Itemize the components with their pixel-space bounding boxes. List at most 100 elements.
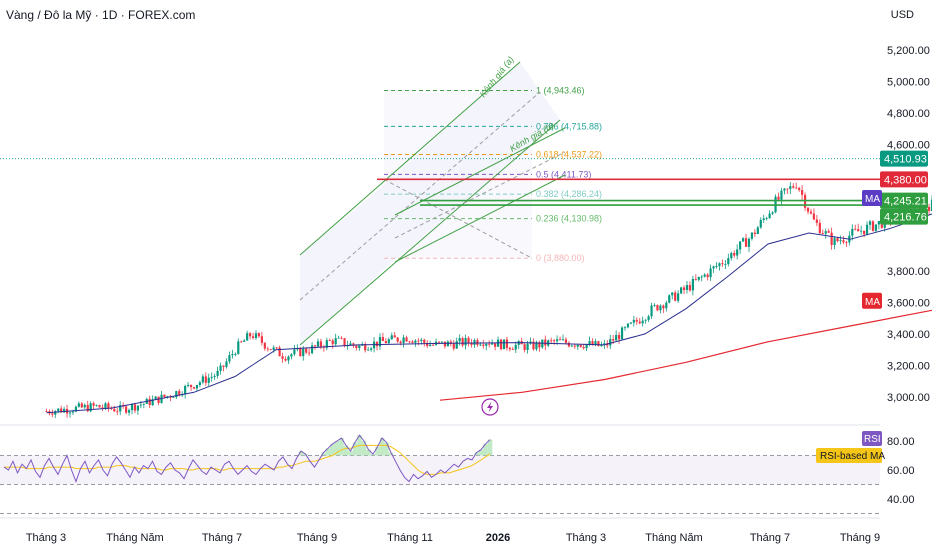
candle-body xyxy=(426,342,429,347)
candle-body xyxy=(753,232,756,234)
x-tick-label: Tháng Năm xyxy=(106,532,163,544)
channel-b-lower xyxy=(394,174,566,263)
candle-body xyxy=(222,365,225,367)
x-tick-label: Tháng 3 xyxy=(26,532,66,544)
candle-body xyxy=(334,338,337,345)
candle-body xyxy=(609,339,612,346)
rsi-badge: RSI xyxy=(862,431,882,446)
candle-body xyxy=(204,376,207,383)
candle-body xyxy=(724,264,727,265)
candle-body xyxy=(514,344,517,350)
candle-body xyxy=(269,349,272,350)
candle-body xyxy=(260,336,263,343)
candle-body xyxy=(570,345,573,347)
candle-body xyxy=(854,228,857,230)
candle-body xyxy=(243,340,246,342)
candle-body xyxy=(877,221,880,225)
candle-body xyxy=(154,396,157,400)
candle-body xyxy=(815,219,818,223)
lightning-icon[interactable] xyxy=(481,398,499,416)
candle-body xyxy=(868,221,872,225)
candle-body xyxy=(384,340,387,344)
candle-body xyxy=(432,344,435,346)
ma-badge-label: MA xyxy=(865,194,880,205)
candle-body xyxy=(198,382,202,385)
candle-body xyxy=(532,341,535,350)
lightning-icon-bolt xyxy=(487,401,493,413)
candle-body xyxy=(213,375,216,377)
candle-body xyxy=(370,348,373,350)
candle-body xyxy=(237,341,240,355)
candle-body xyxy=(375,341,379,347)
channel-a-lower xyxy=(299,119,561,346)
price-badge-label: 4,380.00 xyxy=(884,174,927,186)
candle-body xyxy=(63,408,66,413)
candle-body xyxy=(310,345,314,354)
candle-body xyxy=(355,345,358,349)
candle-body xyxy=(685,285,689,290)
candle-body xyxy=(340,337,343,339)
candle-body xyxy=(626,323,630,328)
candle-body xyxy=(741,238,745,242)
candle-body xyxy=(405,337,408,342)
candle-body xyxy=(257,333,261,337)
price-badge-bg xyxy=(880,171,928,188)
candle-body xyxy=(603,343,606,345)
candle-body xyxy=(393,335,396,338)
candle-body xyxy=(588,341,591,345)
candle-body xyxy=(316,341,320,347)
candle-body xyxy=(54,411,57,415)
x-tick-label: Tháng 3 xyxy=(566,532,606,544)
price-badge-bg xyxy=(880,150,928,167)
candle-body xyxy=(101,407,104,409)
candle-body xyxy=(470,342,473,345)
candle-body xyxy=(299,348,302,357)
candle-body xyxy=(871,221,875,231)
rsi-ma-line xyxy=(4,444,491,475)
candle-body xyxy=(733,252,736,256)
candle-body xyxy=(623,327,627,329)
y-tick-label: 3,200.00 xyxy=(887,360,930,372)
candle-body xyxy=(458,338,461,342)
candle-body xyxy=(792,186,795,188)
candle-body xyxy=(730,252,733,259)
channel-a-upper xyxy=(299,61,521,256)
x-tick-label: Tháng 9 xyxy=(297,532,337,544)
candle-body xyxy=(479,344,482,346)
candle-body xyxy=(538,342,541,348)
candle-body xyxy=(585,344,588,349)
candle-body xyxy=(192,387,196,389)
candle-body xyxy=(80,403,83,408)
ma-badge-bg xyxy=(862,189,882,206)
candle-body xyxy=(284,358,287,361)
candle-body xyxy=(806,207,810,212)
candle-body xyxy=(632,319,635,323)
candle-body xyxy=(133,404,137,411)
candle-body xyxy=(293,349,296,355)
candle-body xyxy=(691,279,694,291)
candle-body xyxy=(508,347,511,350)
candle-body xyxy=(98,405,101,408)
candle-body xyxy=(798,187,801,191)
candle-body xyxy=(337,337,340,339)
candle-body xyxy=(402,337,405,343)
ma-badge: MA xyxy=(862,189,882,206)
y-tick-label: 4,800.00 xyxy=(887,108,930,120)
candle-body xyxy=(225,361,228,367)
candle-body xyxy=(148,398,151,406)
candle-body xyxy=(650,305,653,317)
candle-body xyxy=(281,356,284,359)
candle-body xyxy=(857,229,860,232)
candle-body xyxy=(827,231,830,233)
candle-body xyxy=(777,196,780,200)
candle-body xyxy=(709,268,712,278)
candle-body xyxy=(674,292,677,301)
candle-body xyxy=(352,343,355,346)
candle-body xyxy=(319,341,323,347)
candle-body xyxy=(863,230,866,235)
channel-a-mid xyxy=(299,91,541,301)
fib-level-label-0.236: 0.236 (4,130.98) xyxy=(536,214,602,224)
candle-body xyxy=(127,410,131,413)
y-tick-label: 3,000.00 xyxy=(887,392,930,404)
